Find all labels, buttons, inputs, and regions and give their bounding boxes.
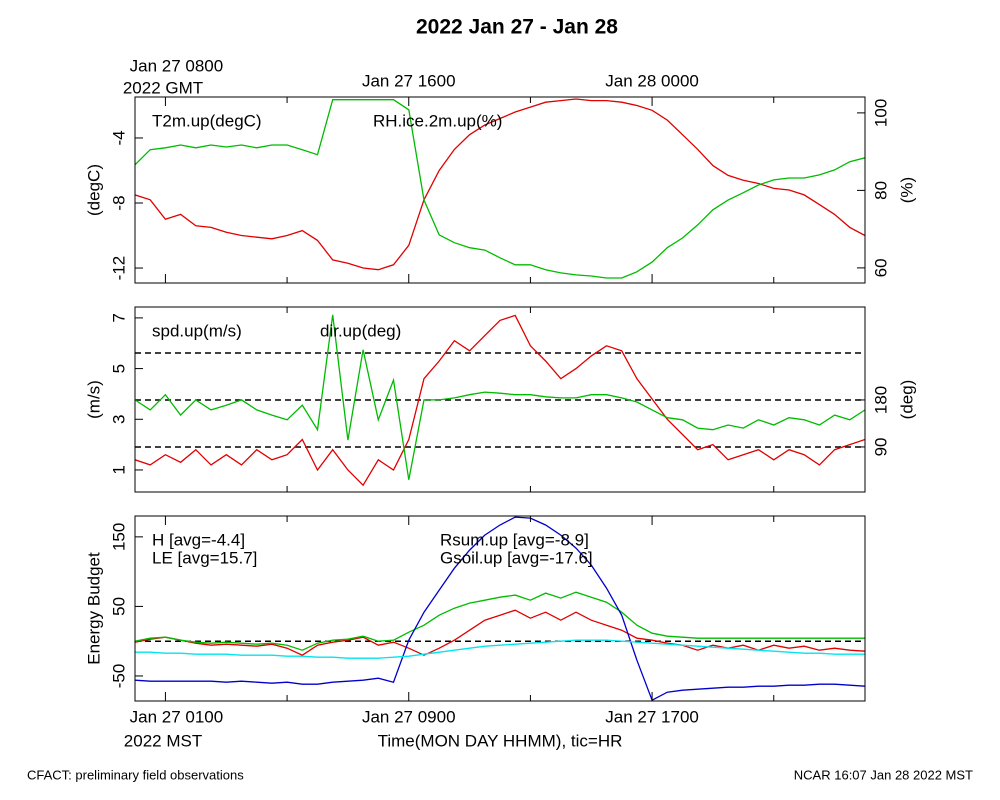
legend-entry: H [avg=-4.4]: [152, 530, 245, 549]
y-axis-label: (degC): [84, 164, 103, 216]
y-tick-label: 5: [109, 364, 128, 373]
series-line: [135, 516, 865, 701]
y-axis-label: Energy Budget: [84, 552, 103, 665]
y2-tick-label: 180: [871, 386, 890, 414]
y-tick-label: 1: [109, 465, 128, 474]
footer-left: CFACT: preliminary field observations: [27, 767, 244, 782]
x-tick-label: Jan 27 1700: [605, 707, 699, 726]
y2-axis-label: (deg): [897, 380, 916, 420]
legend-entry: RH.ice.2m.up(%): [373, 111, 502, 130]
series-line: [135, 639, 865, 659]
legend-entry: spd.up(m/s): [152, 321, 242, 340]
y-tick-label: -12: [109, 256, 128, 281]
x2-sublabel: 2022 GMT: [123, 78, 203, 97]
legend-entry: Gsoil.up [avg=-17.6]: [440, 548, 593, 567]
legend-entry: Rsum.up [avg=-8.9]: [440, 530, 589, 549]
series-line: [135, 314, 865, 487]
x2-tick-label: Jan 28 0000: [605, 71, 699, 90]
y-tick-label: 150: [109, 523, 128, 551]
y2-tick-label: 80: [871, 181, 890, 200]
x-axis-label: Time(MON DAY HHMM), tic=HR: [378, 731, 623, 750]
y-tick-label: 50: [109, 597, 128, 616]
y-tick-label: -50: [109, 664, 128, 689]
y-tick-label: 7: [109, 313, 128, 322]
series-line: [135, 99, 865, 279]
series-line: [135, 314, 865, 480]
series-line: [135, 591, 865, 651]
y-tick-label: -8: [109, 195, 128, 210]
y-tick-label: 3: [109, 415, 128, 424]
y2-tick-label: 100: [871, 99, 890, 127]
legend-entry: T2m.up(degC): [152, 111, 262, 130]
chart-title: 2022 Jan 27 - Jan 28: [416, 16, 618, 39]
y2-tick-label: 60: [871, 258, 890, 277]
footer-right: NCAR 16:07 Jan 28 2022 MST: [794, 767, 973, 782]
y-axis-label: (m/s): [84, 380, 103, 419]
y2-axis-label: (%): [897, 177, 916, 203]
x-tick-label: Jan 27 0100: [130, 707, 224, 726]
legend-entry: dir.up(deg): [320, 321, 401, 340]
series-line: [135, 609, 865, 656]
y-tick-label: -4: [109, 130, 128, 145]
x2-tick-label: Jan 27 0800: [130, 56, 224, 75]
plot-frame: [134, 515, 866, 702]
series-line: [135, 98, 865, 271]
x2-tick-label: Jan 27 1600: [362, 71, 456, 90]
y2-tick-label: 90: [871, 437, 890, 456]
x-sublabel: 2022 MST: [124, 731, 202, 750]
legend-entry: LE [avg=15.7]: [152, 548, 257, 567]
x-tick-label: Jan 27 0900: [362, 707, 456, 726]
